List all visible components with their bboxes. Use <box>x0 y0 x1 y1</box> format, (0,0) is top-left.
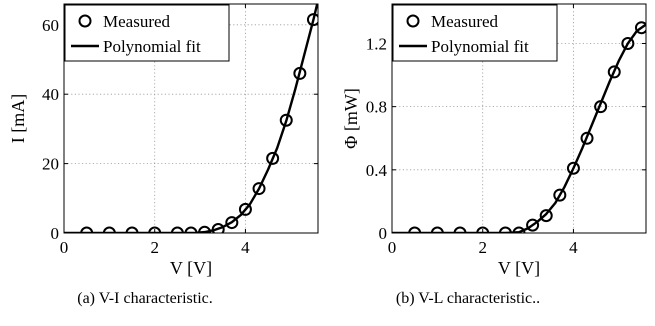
measured-point <box>553 188 567 202</box>
measured-point <box>266 151 280 165</box>
measured-point <box>430 226 444 233</box>
y-tick-label: 1.2 <box>366 34 387 53</box>
measured-point <box>607 65 621 79</box>
legend: Measured Polynomial fit <box>392 4 558 62</box>
measured-point <box>170 226 184 233</box>
x-axis-label: V [V] <box>170 258 212 278</box>
measured-point <box>252 182 266 196</box>
y-tick-label: 0.8 <box>366 98 387 117</box>
measured-point <box>184 226 198 233</box>
axes-frame <box>391 3 647 234</box>
measured-point <box>580 131 594 145</box>
figure-caption: (b) V-L characteristic.. <box>396 290 540 307</box>
legend: Measured Polynomial fit <box>64 4 230 62</box>
axes-frame <box>63 3 319 234</box>
measured-point <box>306 13 318 27</box>
measured-point <box>566 161 580 175</box>
measured-point <box>293 66 307 80</box>
legend-label-fit: Polynomial fit <box>103 37 201 56</box>
legend-box <box>392 4 558 62</box>
measured-point <box>279 113 293 127</box>
measured-point <box>526 218 540 232</box>
y-tick-label: 0 <box>379 224 388 243</box>
x-tick-label: 2 <box>478 238 487 257</box>
plot-area <box>392 21 646 233</box>
x-tick-label: 0 <box>388 238 397 257</box>
measured-point <box>634 21 646 35</box>
measured-point <box>498 226 512 233</box>
measured-point <box>211 223 225 233</box>
measured-point <box>198 225 212 233</box>
measured-point <box>512 226 526 233</box>
y-axis-label: I [mA] <box>8 94 28 143</box>
figure-caption: (a) V-I characteristic. <box>77 290 212 307</box>
measured-point <box>80 226 94 233</box>
y-tick-label: 0.4 <box>366 161 388 180</box>
polynomial-fit-line <box>392 23 646 233</box>
y-tick-label: 20 <box>42 155 59 174</box>
measured-point <box>621 36 635 50</box>
legend-marker-measured <box>78 14 92 28</box>
y-axis-label: Φ [mW] <box>341 88 361 149</box>
y-tick-label: 0 <box>51 224 60 243</box>
measured-point <box>102 226 116 233</box>
x-tick-label: 0 <box>60 238 69 257</box>
measured-point <box>148 226 162 233</box>
y-tick-label: 60 <box>42 16 59 35</box>
measured-point <box>594 100 608 114</box>
legend-label-measured: Measured <box>103 12 171 31</box>
x-tick-label: 4 <box>569 238 578 257</box>
x-tick-label: 2 <box>150 238 159 257</box>
measured-point <box>225 216 239 230</box>
legend-label-fit: Polynomial fit <box>431 37 529 56</box>
legend-marker-measured <box>406 14 420 28</box>
measured-point <box>539 209 553 223</box>
measured-point <box>125 226 139 233</box>
measured-point <box>238 202 252 216</box>
measured-point <box>476 226 490 233</box>
chart-vl: 0 2 4 0 0.4 0.8 1.2 V [V] Φ [mW] Measured Polynomi… <box>341 3 647 307</box>
legend-box <box>64 4 230 62</box>
y-tick-label: 40 <box>42 85 59 104</box>
x-axis-label: V [V] <box>498 258 540 278</box>
measured-point <box>408 226 422 233</box>
x-tick-label: 4 <box>241 238 250 257</box>
measured-point <box>453 226 467 233</box>
legend-label-measured: Measured <box>431 12 499 31</box>
